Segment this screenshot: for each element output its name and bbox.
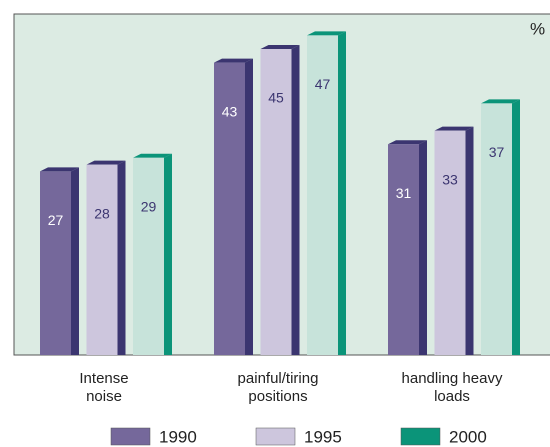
value-label: 27 [48,212,64,228]
value-label: 31 [396,185,412,201]
bar-side [71,167,79,355]
legend-swatch [110,427,151,446]
bar-top [307,31,346,36]
bar [214,58,253,355]
bar [86,160,126,355]
bar-side [164,153,172,355]
bar-face [481,103,512,356]
bar-side [512,99,520,356]
bar-top [260,45,300,49]
bar [307,31,346,356]
value-label: 47 [315,76,331,92]
value-label: 45 [268,90,284,106]
bar-face [214,62,245,355]
x-tick-label: handling heavy loads [401,370,503,405]
value-label: 29 [141,199,157,215]
value-label: 43 [222,103,238,119]
bar-side [245,58,253,355]
bar-top [133,153,172,158]
x-tick-label: Intense noise [79,370,129,405]
bar [434,126,474,355]
bar [133,153,172,355]
legend-label: 2000 [449,427,487,446]
bar [260,45,300,355]
bar-face [40,171,71,355]
bar-side [338,31,346,356]
bar-face [260,49,292,355]
bar-top [86,160,126,165]
bar-top [214,58,253,63]
legend-swatch [255,427,296,446]
bar-face [86,164,118,355]
bar-side [117,160,126,355]
bar-top [434,126,474,131]
bar [481,99,520,356]
bar-side [465,126,474,355]
bar-side [419,140,427,355]
x-tick-label: painful/tiring positions [237,370,319,405]
legend-swatch [400,427,441,446]
bar-face [133,157,164,355]
unit-label: % [530,19,545,38]
bar-side [291,45,300,355]
value-label: 37 [489,144,505,160]
bar [40,167,79,355]
legend-label: 1990 [159,427,197,446]
value-label: 33 [442,171,458,187]
legend-label: 1995 [304,427,342,446]
bar [388,140,427,355]
bar-top [388,140,427,145]
bar-face [434,130,466,355]
bar-face [307,35,338,356]
bar-face [388,144,419,355]
bar-top [481,99,520,104]
value-label: 28 [94,205,110,221]
bar-top [40,167,79,172]
